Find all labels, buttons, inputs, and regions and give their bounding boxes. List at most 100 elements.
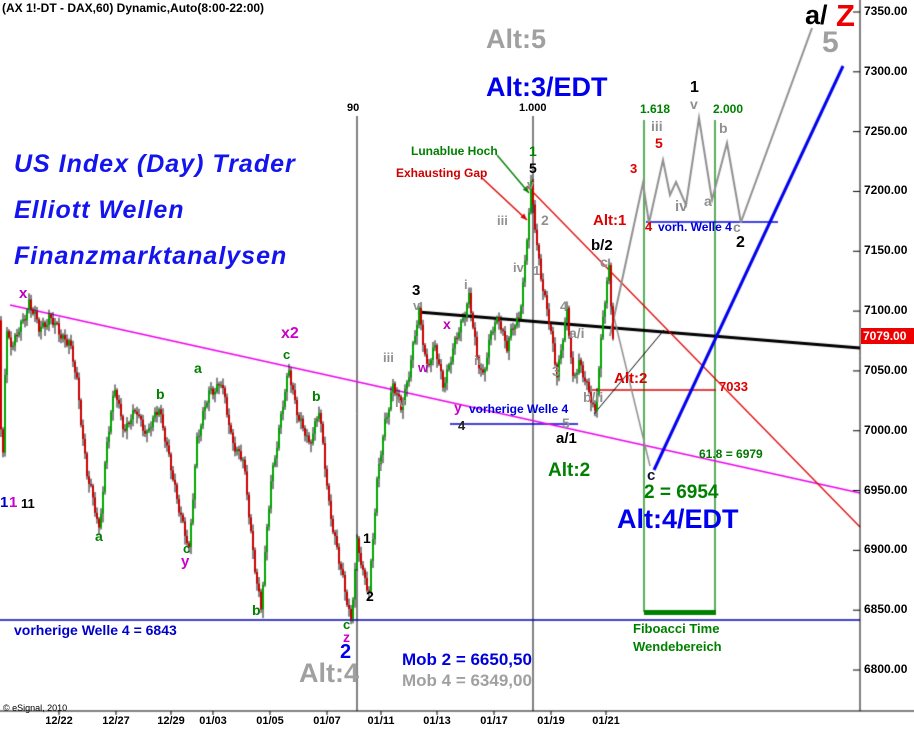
price-tick-label: 7000.00 bbox=[864, 422, 908, 437]
wave-annotation: c bbox=[343, 617, 351, 632]
wave-annotation: 90 bbox=[347, 102, 360, 114]
price-tick-label: 6900.00 bbox=[864, 542, 908, 557]
wave-annotation: iii bbox=[383, 350, 394, 365]
wave-annotation: 5 bbox=[655, 135, 663, 151]
wave-annotation: Alt:3/EDT bbox=[486, 72, 608, 102]
wave-annotation: 1 bbox=[9, 494, 18, 511]
wave-annotation: a/i bbox=[569, 325, 585, 341]
wave-annotation: 4 bbox=[560, 298, 568, 314]
wave-annotation: v bbox=[527, 177, 535, 192]
wave-annotation: 1 bbox=[363, 530, 371, 546]
wave-annotation: c bbox=[647, 467, 656, 484]
current-price-badge: 7079.00 bbox=[861, 328, 914, 344]
price-tick-label: 7200.00 bbox=[864, 183, 908, 198]
wave-annotation: y bbox=[181, 553, 190, 570]
date-tick-label: 12/29 bbox=[157, 715, 185, 727]
date-tick-label: 01/19 bbox=[537, 715, 565, 727]
date-tick-label: 01/05 bbox=[256, 715, 284, 727]
wave-annotation: 7033 bbox=[719, 379, 748, 394]
wave-annotation: Alt:4 bbox=[299, 658, 359, 688]
wave-annotation: iv bbox=[395, 395, 406, 410]
wave-annotation: Wendebereich bbox=[633, 639, 722, 654]
wave-annotation: Alt:1 bbox=[593, 212, 627, 229]
wave-annotation: v bbox=[413, 298, 421, 313]
wave-annotation: b bbox=[312, 388, 321, 404]
wave-annotation: v bbox=[690, 96, 698, 112]
price-tick-label: 7150.00 bbox=[864, 243, 908, 258]
wave-annotation: 4 bbox=[645, 219, 653, 234]
wave-annotation: vorh. Welle 4 bbox=[658, 220, 732, 234]
wave-annotation: Lunablue Hoch bbox=[411, 144, 498, 158]
wave-annotation: b/ii bbox=[583, 389, 604, 405]
wave-annotation: b/2 bbox=[591, 237, 613, 254]
wave-annotation: b bbox=[719, 120, 728, 136]
date-tick-label: 01/11 bbox=[367, 715, 395, 727]
logo-5: 5 bbox=[822, 26, 839, 59]
date-tick-label: 01/07 bbox=[313, 715, 341, 727]
price-tick-label: 7350.00 bbox=[864, 4, 908, 18]
wave-annotation: Alt:2 bbox=[548, 460, 591, 481]
watermark-line-1: US Index (Day) Trader bbox=[14, 150, 296, 178]
wave-annotation: Alt:4/EDT bbox=[617, 504, 739, 534]
wave-annotation: iv bbox=[675, 198, 688, 215]
wave-annotation: c bbox=[733, 219, 741, 235]
wave-annotation: a bbox=[95, 528, 103, 544]
wave-annotation: 2 = 6954 bbox=[644, 482, 719, 503]
wave-annotation: a bbox=[704, 193, 712, 209]
wave-annotation: 5 bbox=[529, 160, 537, 176]
logo-z: Z bbox=[836, 0, 855, 33]
wave-annotation: vorherige Welle 4 bbox=[469, 402, 569, 416]
wave-annotation: 3 bbox=[630, 161, 638, 176]
price-tick-label: 6850.00 bbox=[864, 602, 908, 617]
wave-annotation: 3 bbox=[412, 282, 421, 299]
wave-annotation: 2 bbox=[541, 212, 549, 228]
logo-a-slash: a/ bbox=[805, 0, 828, 30]
wave-annotation: 1 bbox=[0, 494, 9, 511]
wave-annotation: 1 bbox=[690, 79, 699, 96]
date-tick-label: 01/13 bbox=[423, 715, 451, 727]
price-tick-label: 6800.00 bbox=[864, 662, 908, 677]
wave-annotation: Fiboacci Time bbox=[633, 621, 720, 636]
wave-annotation: i bbox=[379, 459, 383, 474]
wave-annotation: w bbox=[418, 360, 429, 375]
wave-annotation: b bbox=[252, 602, 261, 618]
date-tick-label: 12/22 bbox=[45, 715, 73, 727]
wave-annotation: x2 bbox=[281, 325, 299, 342]
wave-annotation: z bbox=[343, 629, 350, 645]
chart-title: (AX 1!-DT - DAX,60) Dynamic,Auto(8:00-22… bbox=[2, 1, 265, 15]
wave-annotation: b bbox=[156, 386, 165, 402]
wave-annotation: 11 bbox=[21, 496, 35, 511]
wave-annotation: y bbox=[454, 399, 462, 415]
wave-annotation: 2 bbox=[736, 234, 745, 251]
watermark-line-3: Finanzmarktanalysen bbox=[14, 242, 288, 270]
wave-annotation: c bbox=[183, 541, 191, 556]
wave-annotation: c bbox=[600, 254, 608, 270]
wave-annotation: 2.000 bbox=[713, 102, 744, 116]
wave-annotation: vorherige Welle 4 = 6843 bbox=[14, 622, 177, 638]
wave-annotation: 1 bbox=[533, 263, 541, 278]
watermark-line-2: Elliott Wellen bbox=[14, 196, 185, 224]
wave-annotation: Mob 2 = 6650,50 bbox=[402, 650, 532, 669]
price-tick-label: 7250.00 bbox=[864, 123, 908, 138]
wave-annotation: a bbox=[194, 360, 202, 376]
price-tick-label: 7100.00 bbox=[864, 303, 908, 318]
wave-annotation: iii bbox=[651, 118, 663, 134]
date-tick-label: 01/03 bbox=[199, 715, 227, 727]
wave-annotation: Alt:5 bbox=[486, 24, 546, 54]
wave-annotation: ii bbox=[474, 353, 482, 368]
wave-annotation: 5 bbox=[562, 415, 570, 431]
date-tick-label: 01/17 bbox=[480, 715, 508, 727]
wave-annotation: a/1 bbox=[556, 430, 577, 447]
wave-annotation: 1.618 bbox=[640, 102, 671, 116]
wave-annotation: 4 bbox=[458, 418, 466, 433]
date-tick-label: 12/27 bbox=[102, 715, 130, 727]
wave-annotation: x bbox=[443, 316, 451, 332]
wave-annotation: 2 bbox=[340, 641, 352, 663]
price-tick-label: 7050.00 bbox=[864, 362, 908, 377]
price-tick-label: 6950.00 bbox=[864, 482, 908, 497]
wave-annotation: 1 bbox=[529, 143, 537, 159]
wave-annotation: 2 bbox=[366, 588, 374, 604]
wave-annotation: i bbox=[464, 277, 468, 292]
